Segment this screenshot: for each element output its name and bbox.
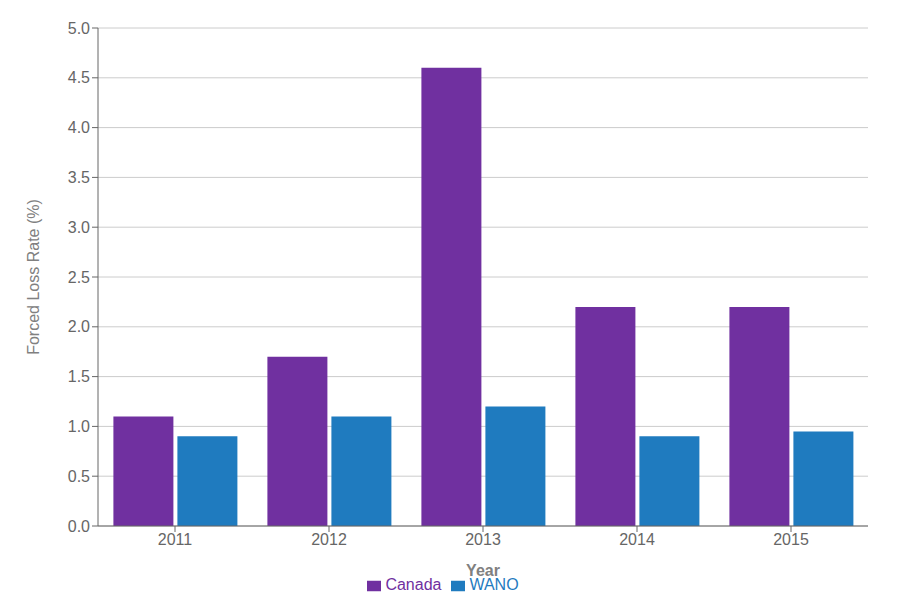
svg-text:2013: 2013: [465, 531, 501, 548]
svg-text:3.0: 3.0: [68, 219, 90, 236]
svg-text:4.0: 4.0: [68, 119, 90, 136]
svg-text:5.0: 5.0: [68, 20, 90, 37]
svg-text:2.5: 2.5: [68, 269, 90, 286]
html-text:Canada: Canada: [385, 576, 442, 593]
svg-text:4.5: 4.5: [68, 69, 90, 86]
svg-text:2.0: 2.0: [68, 318, 90, 335]
html-text:WANO: WANO: [469, 576, 519, 593]
svg-text:2015: 2015: [773, 531, 809, 548]
svg-text:2014: 2014: [619, 531, 655, 548]
svg-text:3.5: 3.5: [68, 169, 90, 186]
svg-text:1.5: 1.5: [68, 368, 90, 385]
svg-text:0.5: 0.5: [68, 468, 90, 485]
svg-text:Forced Loss Rate (%): Forced Loss Rate (%): [25, 199, 42, 355]
svg-text:2012: 2012: [311, 531, 347, 548]
svg-text:Year: Year: [466, 562, 500, 579]
svg-text:0.0: 0.0: [68, 518, 90, 535]
svg-text:1.0: 1.0: [68, 418, 90, 435]
svg-text:2011: 2011: [158, 531, 193, 548]
